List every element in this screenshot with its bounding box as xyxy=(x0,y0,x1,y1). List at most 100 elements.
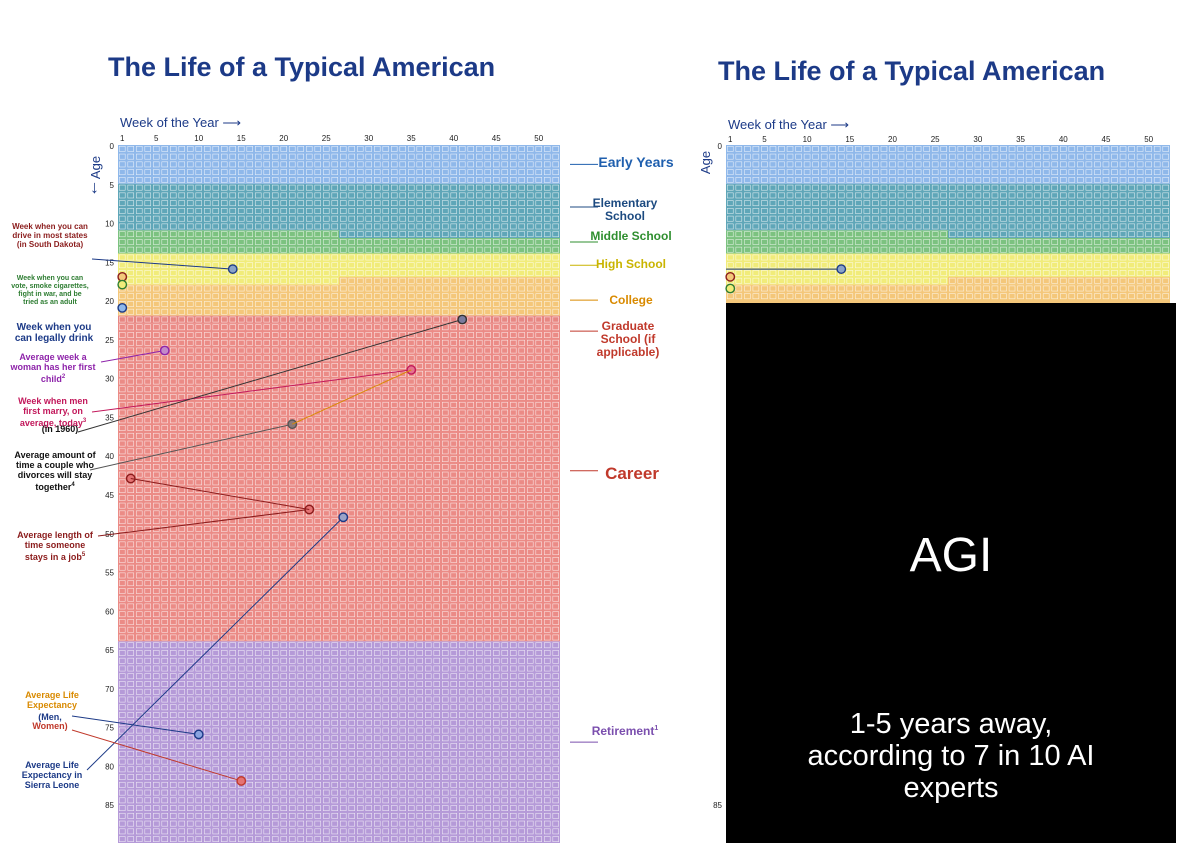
leader-line xyxy=(71,715,199,735)
age-tick-label: 30 xyxy=(105,375,114,384)
leader-line xyxy=(71,729,242,782)
marker-circle xyxy=(236,776,247,786)
week-tick-label: 30 xyxy=(364,134,373,143)
week-tick-label: 25 xyxy=(322,134,331,143)
week-tick-label: 35 xyxy=(407,134,416,143)
marker-circle xyxy=(725,283,736,294)
band-region xyxy=(948,253,1170,277)
week-tick-label: 5 xyxy=(762,135,767,144)
band-region xyxy=(118,641,560,843)
age-tick-label: 15 xyxy=(105,258,114,267)
annotation-label: (in 1960) xyxy=(41,424,79,434)
annotation-label: Average amount of time a couple who divo… xyxy=(14,450,96,492)
left-week-header: Week of the Year ⟶ xyxy=(120,115,241,131)
week-tick-label: 15 xyxy=(237,134,246,143)
band-region xyxy=(948,276,1170,285)
band-region xyxy=(339,230,560,239)
week-tick-label: 15 xyxy=(845,135,854,144)
right-arrow-icon: ⟶ xyxy=(222,115,242,130)
annotation-label: Average Life Expectancy in Sierra Leone xyxy=(21,760,83,790)
band-region xyxy=(118,284,560,316)
band-region xyxy=(118,183,560,231)
marker-circle xyxy=(193,729,204,740)
week-tick-label: 45 xyxy=(492,134,501,143)
age-tick-label: 40 xyxy=(105,452,114,461)
age-tick-label: 75 xyxy=(105,724,114,733)
week-tick-label: 45 xyxy=(1102,135,1111,144)
age-tick-label: 5 xyxy=(110,181,115,190)
right-arrow-icon: ⟶ xyxy=(830,117,850,132)
annotation-label: Average length of time someone stays in … xyxy=(17,530,93,562)
marker-circle xyxy=(159,345,170,356)
agi-title: AGI xyxy=(909,529,993,582)
week-tick-label: 50 xyxy=(534,134,543,143)
marker-circle xyxy=(117,302,128,313)
annotation-label: Week when you can vote, smoke cigarettes… xyxy=(11,275,89,306)
annotation-label: Average Life Expectancy xyxy=(25,690,79,710)
right-week-header-label: Week of the Year xyxy=(728,117,827,132)
right-week-header: Week of the Year ⟶ xyxy=(728,117,849,133)
band-label: Career xyxy=(605,464,659,483)
band-label: Early Years xyxy=(598,154,674,170)
leader-line xyxy=(100,350,165,363)
age-tick-label: 65 xyxy=(105,646,114,655)
marker-circle xyxy=(227,264,238,274)
week-tick-label: 50 xyxy=(1144,135,1153,144)
week-tick-label: 1 xyxy=(120,134,125,143)
age-tick-label: 60 xyxy=(105,607,114,616)
week-tick-label: 1 xyxy=(728,135,733,144)
band-region xyxy=(339,253,560,277)
band-region xyxy=(948,238,1170,254)
band-label: Retirement1 xyxy=(591,724,659,738)
band-region xyxy=(726,145,1170,184)
marker-circle xyxy=(457,314,468,325)
down-arrow-icon: ↓ xyxy=(90,177,99,197)
week-tick-label: 35 xyxy=(1016,135,1025,144)
age-tick-label: 55 xyxy=(105,569,114,578)
age-tick-label: 85 xyxy=(105,801,114,810)
week-boxes xyxy=(119,146,559,842)
age-tick-label: 10 xyxy=(105,220,114,229)
band-label: High School xyxy=(596,257,666,271)
week-tick-label: 40 xyxy=(449,134,458,143)
annotation-label: Average week a woman has her first child… xyxy=(10,352,96,384)
band-region xyxy=(726,183,1170,231)
week-tick-label: 20 xyxy=(888,135,897,144)
band-region xyxy=(339,276,560,285)
age-tick-label: 25 xyxy=(105,336,114,345)
band-label: Elementary School xyxy=(592,196,658,223)
age-tick-label: 0 xyxy=(110,142,115,151)
age-tick-label: 70 xyxy=(105,685,114,694)
leader-line xyxy=(89,423,293,471)
leader-line xyxy=(86,516,344,771)
marker-circle xyxy=(338,512,349,523)
annotation-label: Week when you can drive in most states (… xyxy=(12,222,88,249)
age-tick-label: 0 xyxy=(718,142,723,151)
week-boxes xyxy=(726,146,1170,300)
marker-circle xyxy=(836,264,847,274)
week-tick-label: 20 xyxy=(279,134,288,143)
leader-line xyxy=(77,319,463,433)
band-label: Middle School xyxy=(590,229,672,243)
annotation-label: Week when you can legally drink xyxy=(14,322,94,344)
band-label: Graduate School (if applicable) xyxy=(596,319,660,359)
week-tick-label: 10 xyxy=(194,134,203,143)
age-tick-label: 85 xyxy=(713,801,722,810)
leader-line xyxy=(292,369,412,425)
leader-line xyxy=(91,369,412,413)
week-tick-label: 10 xyxy=(803,135,812,144)
leader-line xyxy=(97,509,310,537)
band-region xyxy=(339,238,560,254)
band-label: College xyxy=(609,293,653,307)
annotation-label: Week when men first marry, on average, t… xyxy=(18,396,88,428)
left-title: The Life of a Typical American xyxy=(108,52,496,82)
band-region xyxy=(948,230,1170,239)
week-tick-label: 30 xyxy=(973,135,982,144)
left-life-grid: 1510152025303540455005101520253035404550… xyxy=(71,134,598,843)
right-title: The Life of a Typical American xyxy=(718,56,1106,86)
week-tick-label: 25 xyxy=(931,135,940,144)
week-tick-label: 5 xyxy=(154,134,159,143)
marker-circle xyxy=(725,271,736,282)
agi-subtitle: 1-5 years away, according to 7 in 10 AI … xyxy=(807,708,1095,804)
age-tick-label: 20 xyxy=(105,297,114,306)
